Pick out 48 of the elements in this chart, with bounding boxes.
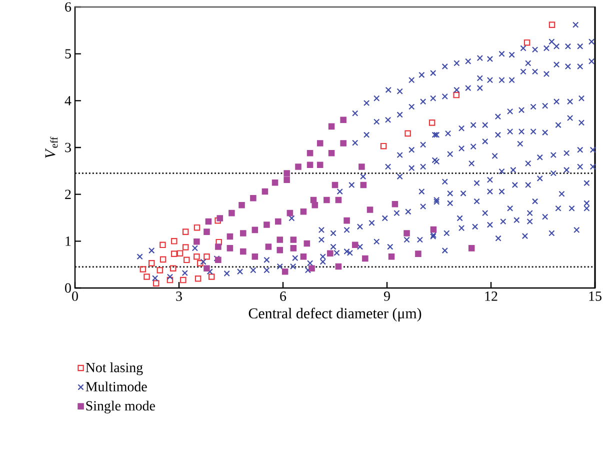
point <box>208 274 215 280</box>
y-axis-title: V$_{eff}$ <box>45 136 58 158</box>
x-tick-label: 3 <box>176 292 182 301</box>
point <box>140 266 146 272</box>
x-tick-label: 9 <box>384 292 390 301</box>
point <box>176 250 184 256</box>
point <box>144 274 150 280</box>
y-tick-label: 3 <box>65 142 71 152</box>
point <box>197 260 204 266</box>
point <box>548 22 556 28</box>
point <box>180 276 186 284</box>
point <box>194 275 202 282</box>
legend-label: Multimode <box>86 382 147 392</box>
legend-label: Single mode <box>86 400 155 414</box>
point <box>182 244 189 250</box>
x-tick-label: 0 <box>72 292 78 301</box>
point <box>380 142 387 150</box>
x-tick-label: 6 <box>280 292 286 301</box>
y-tick-label: 4 <box>64 96 72 106</box>
point <box>194 224 200 231</box>
y-tick-label: 0 <box>65 283 71 293</box>
point <box>404 130 411 137</box>
legend-label: Not lasing <box>86 362 143 376</box>
point <box>214 217 221 224</box>
point <box>166 276 174 284</box>
point <box>148 260 155 266</box>
point <box>171 250 178 257</box>
point <box>152 280 160 286</box>
point <box>204 253 210 260</box>
y-tick-label: 5 <box>65 49 71 58</box>
x-axis-title: Central defect diameter (μm) <box>248 308 422 322</box>
point <box>182 228 189 235</box>
x-tick-label: 15 <box>589 292 602 301</box>
point <box>183 256 190 264</box>
point <box>524 39 530 46</box>
point <box>160 242 166 248</box>
point <box>453 92 460 98</box>
y-tick-label: 2 <box>65 190 71 199</box>
point <box>216 238 222 246</box>
point <box>171 238 178 244</box>
point <box>156 267 164 274</box>
point <box>160 256 166 263</box>
point <box>194 253 200 260</box>
point <box>170 265 176 272</box>
y-tick-label: 1 <box>66 236 71 246</box>
x-tick-label: 12 <box>485 292 498 301</box>
y-tick-label: 6 <box>65 2 72 12</box>
point <box>428 120 436 126</box>
